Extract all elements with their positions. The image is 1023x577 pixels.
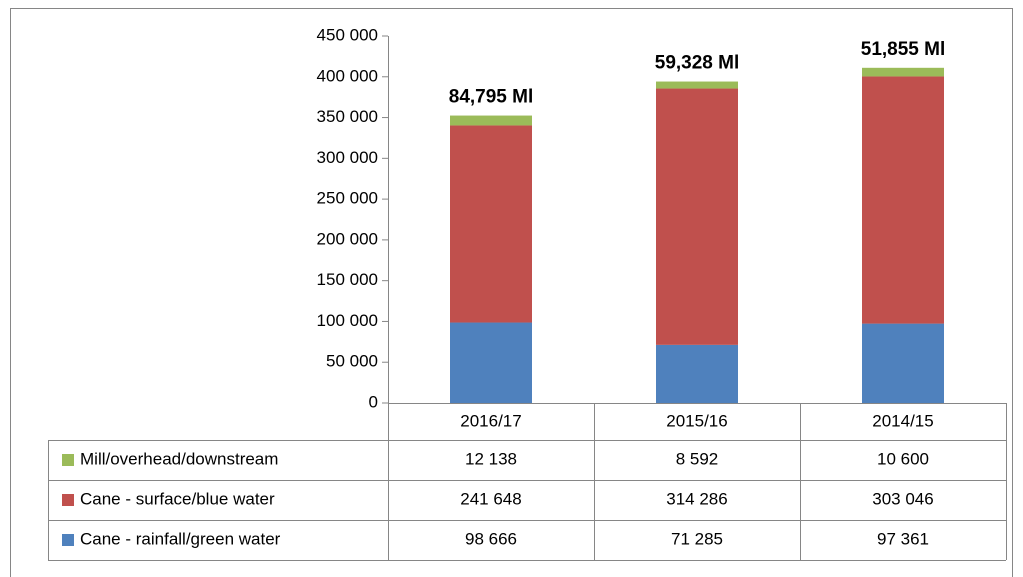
legend-label: Cane - rainfall/green water [80, 529, 281, 548]
bar-segment [450, 115, 532, 126]
bar-segment [450, 125, 532, 323]
x-tick-label: 2015/16 [666, 411, 727, 430]
table-value: 98 666 [465, 529, 517, 548]
y-tick-label: 50 000 [326, 352, 378, 371]
y-tick-label: 150 000 [317, 270, 378, 289]
bar-segment [656, 88, 738, 345]
bar-segment [656, 344, 738, 403]
legend-swatch [62, 494, 74, 506]
y-tick-label: 100 000 [317, 311, 378, 330]
bar-segment [862, 76, 944, 324]
legend-label: Cane - surface/blue water [80, 489, 275, 508]
table-value: 71 285 [671, 529, 723, 548]
bar-segment [450, 322, 532, 403]
bar-annotation: 51,855 Ml [861, 39, 946, 60]
y-tick-label: 250 000 [317, 189, 378, 208]
table-value: 314 286 [666, 489, 727, 508]
bar-segment [656, 81, 738, 89]
table-value: 10 600 [877, 449, 929, 468]
legend-swatch [62, 534, 74, 546]
bar-annotation: 59,328 Ml [655, 53, 740, 74]
table-value: 8 592 [676, 449, 719, 468]
table-value: 303 046 [872, 489, 933, 508]
x-tick-label: 2014/15 [872, 411, 933, 430]
y-tick-label: 0 [369, 392, 378, 411]
bar-annotation: 84,795 Ml [449, 87, 534, 108]
legend-swatch [62, 454, 74, 466]
table-value: 12 138 [465, 449, 517, 468]
y-tick-label: 300 000 [317, 148, 378, 167]
y-tick-label: 400 000 [317, 66, 378, 85]
y-tick-label: 200 000 [317, 229, 378, 248]
bar-segment [862, 323, 944, 403]
y-tick-label: 450 000 [317, 25, 378, 44]
legend-label: Mill/overhead/downstream [80, 449, 278, 468]
x-tick-label: 2016/17 [460, 411, 521, 430]
y-tick-label: 350 000 [317, 107, 378, 126]
table-value: 241 648 [460, 489, 521, 508]
table-value: 97 361 [877, 529, 929, 548]
bar-segment [862, 67, 944, 77]
